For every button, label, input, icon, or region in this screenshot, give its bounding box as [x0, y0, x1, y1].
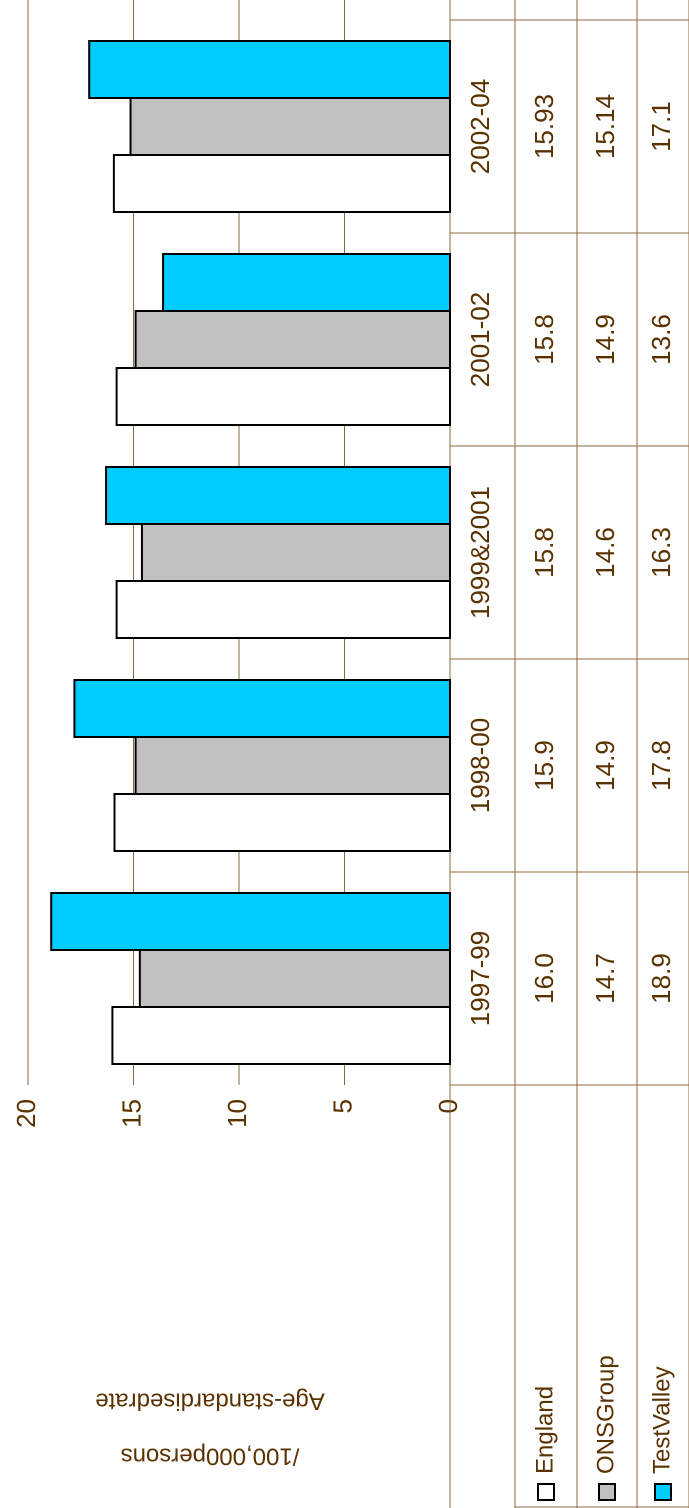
rotated-chart: 0 5 10 15 20 England ONSGroup TestValley 1997-99…: [11, 0, 689, 1508]
x-tick-label: 1997-99: [465, 931, 495, 1026]
bar: [105, 466, 451, 525]
y-tick-label: 0: [433, 1099, 463, 1113]
table-value: 14.9: [590, 314, 620, 365]
legend-label: ONSGroup: [592, 1355, 619, 1474]
bar: [138, 949, 452, 1008]
table-value: 18.9: [646, 953, 676, 1004]
bar: [50, 892, 452, 951]
table-value: 17.1: [646, 101, 676, 152]
legend-swatch: [598, 1483, 616, 1501]
y-tick-label: 20: [11, 1099, 41, 1128]
y-tick-label: 15: [116, 1099, 146, 1128]
y-tick-label: 5: [327, 1099, 357, 1113]
x-tick-label: 1999&2001: [465, 486, 495, 619]
table-value: 16.0: [529, 953, 559, 1004]
axis-title: /100,000persons: [121, 1443, 300, 1470]
bar: [115, 580, 452, 639]
legend-label: TestValley: [648, 1366, 675, 1474]
y-tick-label: 10: [222, 1099, 252, 1128]
table-value: 15.14: [590, 94, 620, 159]
bar: [129, 97, 452, 156]
bar: [73, 679, 451, 738]
bar: [162, 253, 451, 312]
table-value: 14.7: [590, 953, 620, 1004]
table-value: 17.8: [646, 740, 676, 791]
legend-label: England: [531, 1386, 558, 1474]
bar: [115, 367, 452, 426]
table-value: 15.8: [529, 314, 559, 365]
x-tick-label: 1998-00: [465, 718, 495, 813]
bar: [111, 1006, 452, 1065]
bar: [112, 154, 451, 213]
bar: [113, 793, 451, 852]
table-value: 15.9: [529, 740, 559, 791]
bar: [88, 40, 451, 99]
legend-swatch: [537, 1483, 555, 1501]
bar: [134, 310, 452, 369]
table-value: 14.6: [590, 527, 620, 578]
legend-swatch: [654, 1483, 672, 1501]
table-value: 15.8: [529, 527, 559, 578]
table-value: 14.9: [590, 740, 620, 791]
x-tick-label: 2002-04: [465, 79, 495, 174]
table-value: 15.93: [529, 94, 559, 159]
table-value: 16.3: [646, 527, 676, 578]
bar: [134, 736, 452, 795]
axis-title: Age-standardisedrate: [95, 1388, 324, 1415]
bar: [140, 523, 451, 582]
x-tick-label: 2001-02: [465, 292, 495, 387]
table-value: 13.6: [646, 314, 676, 365]
